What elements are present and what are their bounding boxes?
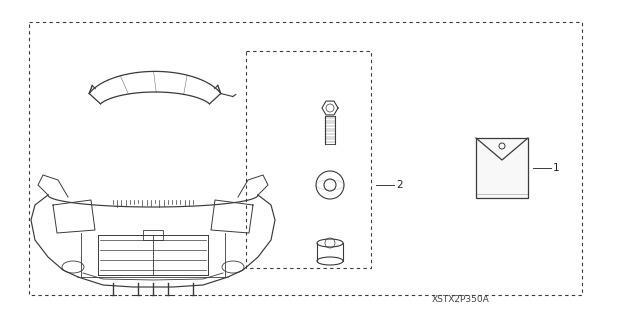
Bar (143, 230, 163, 240)
Bar (476, 138, 528, 198)
Text: 2: 2 (396, 180, 403, 190)
Text: 1: 1 (553, 163, 559, 173)
Bar (246, 51, 371, 268)
Bar (29, 22, 582, 295)
Text: XSTX2P350A: XSTX2P350A (432, 295, 490, 304)
